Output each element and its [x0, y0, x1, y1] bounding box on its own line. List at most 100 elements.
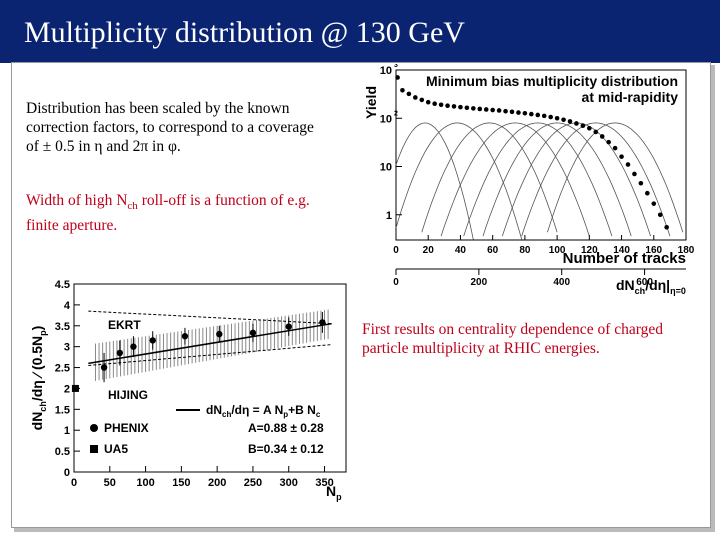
centrality-paragraph: First results on centrality dependence o… — [362, 320, 663, 358]
centrality-line-2: particle multiplicity at RHIC energies. — [362, 340, 600, 357]
title-bar — [0, 0, 720, 63]
data-point — [561, 117, 566, 123]
chart-subtitle: at mid-rapidity — [582, 89, 679, 105]
x-tick-label-2: 300 — [280, 477, 298, 489]
x2-tick-label: 600 — [636, 277, 653, 288]
phenix-point — [319, 319, 326, 326]
data-point — [535, 112, 541, 118]
centrality-curve — [395, 122, 523, 240]
x-tick-label: 180 — [678, 245, 695, 256]
data-point — [458, 104, 463, 110]
data-point — [619, 154, 624, 159]
x-tick-label: 40 — [455, 245, 467, 256]
rolloff-line-2: finite aperture. — [26, 217, 118, 235]
phenix-legend-label: PHENIX — [104, 421, 149, 435]
data-point — [651, 201, 657, 206]
data-point — [529, 111, 534, 117]
plot-frame-2 — [73, 283, 347, 473]
centrality-curve — [521, 122, 671, 237]
phenix-point — [149, 337, 156, 344]
scaling-paragraph: Distribution has been scaled by the know… — [26, 99, 314, 156]
model-lines — [88, 310, 332, 366]
fit-line — [88, 322, 332, 365]
data-point — [612, 145, 618, 151]
y-tick-label-2: 1 — [64, 425, 70, 437]
x2-tick-label: 200 — [471, 277, 488, 288]
data-point — [645, 190, 650, 196]
chart-title: Minimum bias multiplicity distribution — [426, 73, 678, 89]
phenix-point — [249, 329, 257, 337]
data-point — [554, 115, 560, 121]
data-point — [400, 87, 405, 93]
phenix-point — [216, 330, 223, 338]
data-point — [638, 180, 644, 186]
centrality-line-1: First results on centrality dependence o… — [362, 321, 664, 338]
x-axis-label: Number of tracks — [563, 250, 686, 267]
data-point — [413, 95, 418, 100]
data-point — [471, 106, 476, 111]
data-point — [657, 212, 663, 218]
x-tick-label-2: 250 — [244, 477, 262, 489]
data-point — [490, 107, 495, 113]
data-point — [483, 107, 489, 112]
y-tick-label-2: 0.5 — [55, 446, 70, 458]
frame-shadow-right — [711, 65, 715, 532]
y-tick-label-2: 2 — [64, 383, 70, 395]
rolloff-text-b: roll-off is a function of e.g. — [137, 192, 310, 209]
x-tick-label: 60 — [487, 245, 499, 256]
data-point — [438, 102, 444, 108]
data-point — [445, 103, 450, 109]
data-point — [419, 97, 425, 103]
data-point — [606, 139, 611, 145]
data-point — [432, 101, 437, 107]
centrality-curve — [440, 122, 590, 237]
x2-tick-label: 400 — [553, 277, 570, 288]
ekrt-line — [88, 310, 332, 325]
x-tick-label: 20 — [423, 245, 435, 256]
scaling-line-3: of ± 0.5 in η and 2π in φ. — [26, 138, 181, 155]
fit-param-b: B=0.34 ± 0.12 — [248, 442, 324, 456]
phenix-point — [181, 333, 189, 340]
secondary-x-ticks: 0 200 400 600 — [393, 269, 653, 288]
data-point — [587, 125, 592, 131]
data-point — [664, 224, 669, 230]
slide-title: Multiplicity distribution @ 130 GeV — [24, 16, 465, 49]
centrality-curve — [463, 122, 613, 237]
rolloff-text-a: Width of high N — [26, 192, 128, 209]
y-tick-label-2: 1.5 — [55, 404, 70, 416]
centrality-curve — [421, 122, 558, 233]
plot-frame — [395, 69, 687, 241]
data-point — [503, 108, 508, 114]
y-ticks-2: 0 0.5 1 1.5 2 2.5 3 3.5 4 4.5 — [55, 279, 80, 479]
y-tick-label: 10 — [380, 65, 392, 77]
data-point — [574, 121, 579, 126]
data-point — [477, 106, 483, 112]
y-tick-label-2: 4 — [64, 300, 71, 312]
x-tick-label: 80 — [519, 245, 531, 256]
phenix-point — [116, 349, 124, 357]
data-point — [593, 129, 599, 135]
x-tick-label-2: 0 — [71, 477, 77, 489]
centrality-curve — [547, 122, 684, 233]
phenix-point — [100, 364, 108, 371]
y-axis-label: Yield — [363, 86, 379, 119]
y-tick-label: 10 — [380, 162, 392, 174]
fit-param-a: A=0.88 ± 0.28 — [248, 421, 324, 435]
phenix-point — [130, 343, 137, 350]
data-point — [464, 105, 470, 111]
ua5-legend-marker — [90, 445, 98, 453]
data-point — [425, 99, 431, 105]
y-tick-label-2: 4.5 — [55, 279, 70, 291]
x-tick-label: 100 — [549, 245, 566, 256]
x-ticks: 0 20 40 60 80 100 120 140 160 180 — [393, 235, 695, 256]
rolloff-line-1: Width of high Nch roll-off is a function… — [26, 191, 310, 216]
x-tick-label-2: 100 — [136, 477, 154, 489]
phenix-legend-marker — [90, 424, 98, 432]
data-point — [451, 104, 457, 109]
data-point — [516, 110, 521, 115]
y-tick-label: 1 — [386, 210, 392, 222]
y-tick-exponent: 3 — [394, 64, 398, 69]
y-tick-label-2: 3.5 — [55, 321, 70, 333]
data-points — [395, 75, 669, 230]
data-point — [496, 108, 502, 113]
